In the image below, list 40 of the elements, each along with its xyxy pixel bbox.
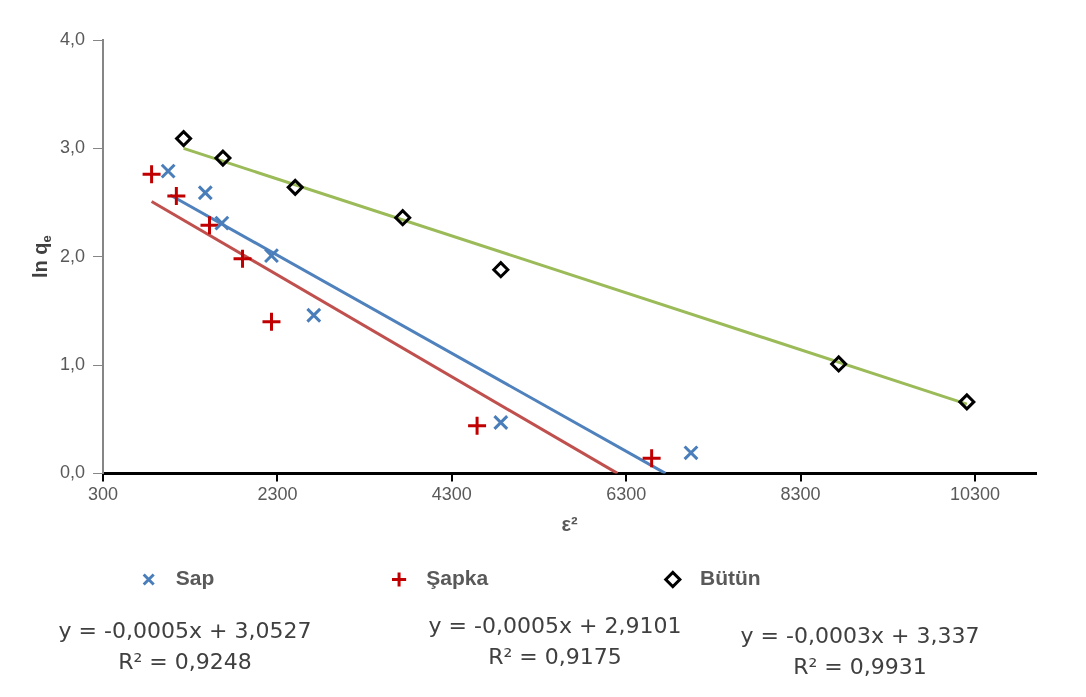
point: [260, 311, 282, 333]
y-tick-label: 2,0: [59, 245, 86, 266]
point: [286, 178, 304, 196]
point: [160, 163, 177, 179]
legend-label: Bütün: [688, 566, 913, 590]
text: y = -0,0005x + 2,9101 R² = 0,9175: [427, 612, 683, 671]
x-tick-label: 300: [88, 484, 119, 505]
point: [830, 355, 848, 373]
point: [214, 149, 232, 167]
point: [263, 247, 280, 264]
point: [141, 163, 163, 185]
point: [165, 185, 187, 207]
y-tick-label: 1,0: [59, 354, 86, 375]
point: [683, 444, 699, 461]
y-tick-label: 4,0: [59, 28, 86, 49]
y-tick-label: 3,0: [59, 137, 86, 158]
point: [492, 261, 510, 279]
x-tick-label: 6300: [606, 484, 647, 505]
point: [466, 415, 488, 437]
point: [232, 248, 254, 270]
point: [198, 214, 220, 236]
legend-label: Sap: [164, 566, 367, 590]
point: [958, 393, 976, 411]
point: [394, 209, 412, 227]
point: [492, 414, 509, 431]
point: [175, 130, 193, 148]
x-tick-label: 10300: [949, 484, 1000, 505]
point: [214, 215, 230, 231]
text: y = -0,0003x + 3,337 R² = 0,9931: [739, 622, 981, 681]
x-axis-title: ε²: [561, 512, 578, 535]
point: [641, 447, 663, 469]
y-axis-title: ln qe: [29, 235, 54, 279]
point: [305, 307, 322, 324]
point: [197, 184, 214, 201]
x-tick-label: 2300: [257, 484, 298, 505]
y-tick-label: 0,0: [59, 462, 86, 483]
x-tick-label: 8300: [780, 484, 821, 505]
text: y = -0,0005x + 3,0527 R² = 0,9248: [57, 617, 313, 676]
legend-label: Şapka: [414, 566, 640, 590]
x-tick-label: 4300: [431, 484, 472, 505]
